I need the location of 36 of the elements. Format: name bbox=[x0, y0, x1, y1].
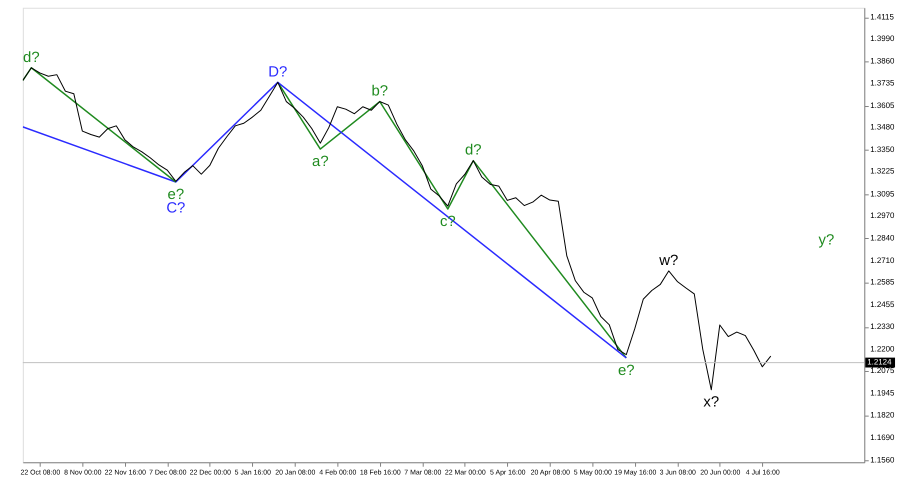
y-tick-label: 1.3860 bbox=[870, 56, 896, 66]
annotation: y? bbox=[818, 232, 834, 249]
data-label: e? bbox=[168, 186, 184, 203]
y-tick-label: 1.3605 bbox=[870, 100, 896, 110]
y-tick-label: 1.2200 bbox=[870, 344, 896, 354]
ref-line-label: 1.2124 bbox=[867, 358, 892, 367]
data-label: D? bbox=[268, 64, 288, 80]
y-tick-label: 1.2330 bbox=[870, 322, 896, 331]
y-tick-label: 1.1560 bbox=[870, 455, 896, 464]
line-series bbox=[22, 67, 772, 390]
y-tick-label: 1.4115 bbox=[870, 12, 894, 22]
y-tick-label: 1.3990 bbox=[870, 34, 896, 44]
data-label: b? bbox=[372, 84, 388, 100]
data-label: C? bbox=[166, 200, 186, 217]
data-label: w? bbox=[658, 252, 678, 269]
data-label: e? bbox=[618, 362, 635, 379]
y-tick-label: 1.2970 bbox=[870, 210, 896, 220]
y-tick-label: 1.1690 bbox=[870, 432, 896, 442]
data-label: c? bbox=[440, 214, 456, 230]
y-tick-label: 1.2710 bbox=[870, 256, 896, 266]
data-label: a? bbox=[312, 154, 329, 170]
y-tick-label: 1.1945 bbox=[870, 388, 896, 398]
line-series bbox=[22, 82, 628, 359]
y-tick-label: 1.3095 bbox=[870, 189, 896, 198]
y-tick-label: 1.3225 bbox=[870, 166, 896, 176]
y-tick-label: 1.2455 bbox=[870, 300, 896, 310]
y-tick-label: 1.3735 bbox=[870, 78, 896, 88]
data-label: d? bbox=[465, 142, 482, 159]
y-tick-label: 1.2075 bbox=[870, 366, 896, 376]
y-tick-label: 1.2585 bbox=[870, 278, 896, 287]
data-label: d? bbox=[23, 50, 40, 66]
y-tick-label: 1.3350 bbox=[870, 145, 896, 154]
data-label: x? bbox=[703, 394, 720, 411]
y-tick-label: 1.3480 bbox=[870, 122, 896, 132]
y-tick-label: 1.1820 bbox=[870, 410, 896, 420]
y-tick-label: 1.2840 bbox=[870, 233, 896, 242]
